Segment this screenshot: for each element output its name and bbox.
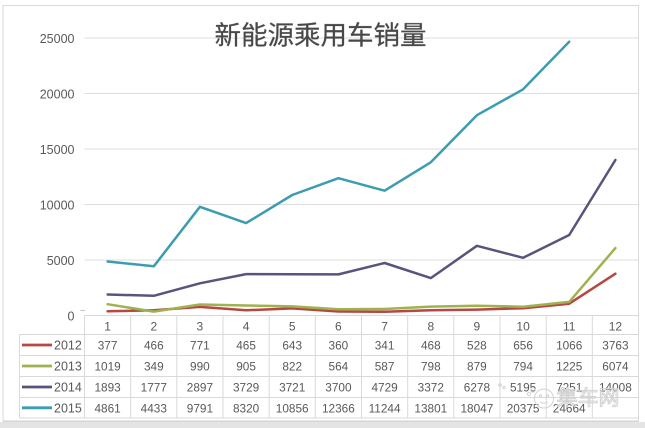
svg-text:9791: 9791 (187, 401, 213, 415)
svg-text:20000: 20000 (40, 88, 75, 102)
svg-text:12: 12 (609, 319, 623, 333)
svg-text:564: 564 (329, 360, 349, 374)
svg-text:2013: 2013 (54, 360, 82, 374)
svg-text:1066: 1066 (556, 339, 583, 353)
svg-text:822: 822 (282, 360, 302, 374)
svg-text:587: 587 (375, 360, 395, 374)
svg-text:3: 3 (197, 319, 204, 333)
svg-text:2014: 2014 (54, 381, 82, 395)
svg-text:8320: 8320 (233, 401, 260, 415)
svg-text:1: 1 (104, 319, 111, 333)
svg-text:9: 9 (474, 319, 481, 333)
svg-text:905: 905 (236, 360, 256, 374)
svg-text:794: 794 (513, 360, 533, 374)
svg-text:990: 990 (190, 360, 210, 374)
svg-text:14008: 14008 (599, 381, 632, 395)
svg-text:6: 6 (335, 319, 342, 333)
svg-text:1019: 1019 (94, 360, 120, 374)
svg-text:18047: 18047 (460, 401, 493, 415)
svg-text:10: 10 (516, 319, 530, 333)
svg-text:13801: 13801 (414, 401, 447, 415)
svg-text:643: 643 (282, 339, 302, 353)
svg-text:6074: 6074 (602, 360, 629, 374)
svg-text:8: 8 (427, 319, 434, 333)
svg-text:11244: 11244 (369, 401, 401, 415)
svg-text:2: 2 (150, 319, 157, 333)
svg-text:6278: 6278 (464, 381, 491, 395)
svg-text:656: 656 (513, 339, 533, 353)
svg-text:349: 349 (144, 360, 164, 374)
svg-text:4729: 4729 (371, 381, 397, 395)
svg-text:0: 0 (68, 310, 75, 324)
svg-text:15000: 15000 (40, 143, 75, 157)
svg-text:2012: 2012 (54, 339, 82, 353)
svg-text:4861: 4861 (94, 401, 120, 415)
svg-text:468: 468 (421, 339, 441, 353)
svg-text:2897: 2897 (187, 381, 213, 395)
svg-text:377: 377 (98, 339, 118, 353)
svg-text:1225: 1225 (556, 360, 583, 374)
svg-text:2015: 2015 (54, 401, 82, 415)
svg-text:4: 4 (243, 319, 250, 333)
svg-text:465: 465 (236, 339, 256, 353)
svg-text:1893: 1893 (94, 381, 121, 395)
svg-text:7: 7 (381, 319, 388, 333)
svg-text:341: 341 (375, 339, 395, 353)
svg-text:5000: 5000 (47, 254, 75, 268)
svg-text:11: 11 (563, 319, 576, 333)
svg-text:798: 798 (421, 360, 441, 374)
svg-text:3700: 3700 (325, 381, 352, 395)
svg-text:528: 528 (467, 339, 487, 353)
svg-text:879: 879 (467, 360, 487, 374)
svg-text:360: 360 (329, 339, 349, 353)
svg-text:4433: 4433 (141, 401, 168, 415)
svg-text:466: 466 (144, 339, 164, 353)
svg-text:3763: 3763 (602, 339, 629, 353)
svg-text:10000: 10000 (40, 199, 75, 213)
svg-text:1777: 1777 (141, 381, 167, 395)
svg-text:10856: 10856 (276, 401, 309, 415)
svg-text:5195: 5195 (510, 381, 537, 395)
svg-text:20375: 20375 (507, 401, 540, 415)
svg-text:3721: 3721 (279, 381, 305, 395)
svg-text:12366: 12366 (322, 401, 355, 415)
svg-text:771: 771 (190, 339, 210, 353)
svg-text:3729: 3729 (233, 381, 259, 395)
svg-text:25000: 25000 (40, 32, 75, 46)
svg-text:5: 5 (289, 319, 296, 333)
svg-text:3372: 3372 (418, 381, 444, 395)
